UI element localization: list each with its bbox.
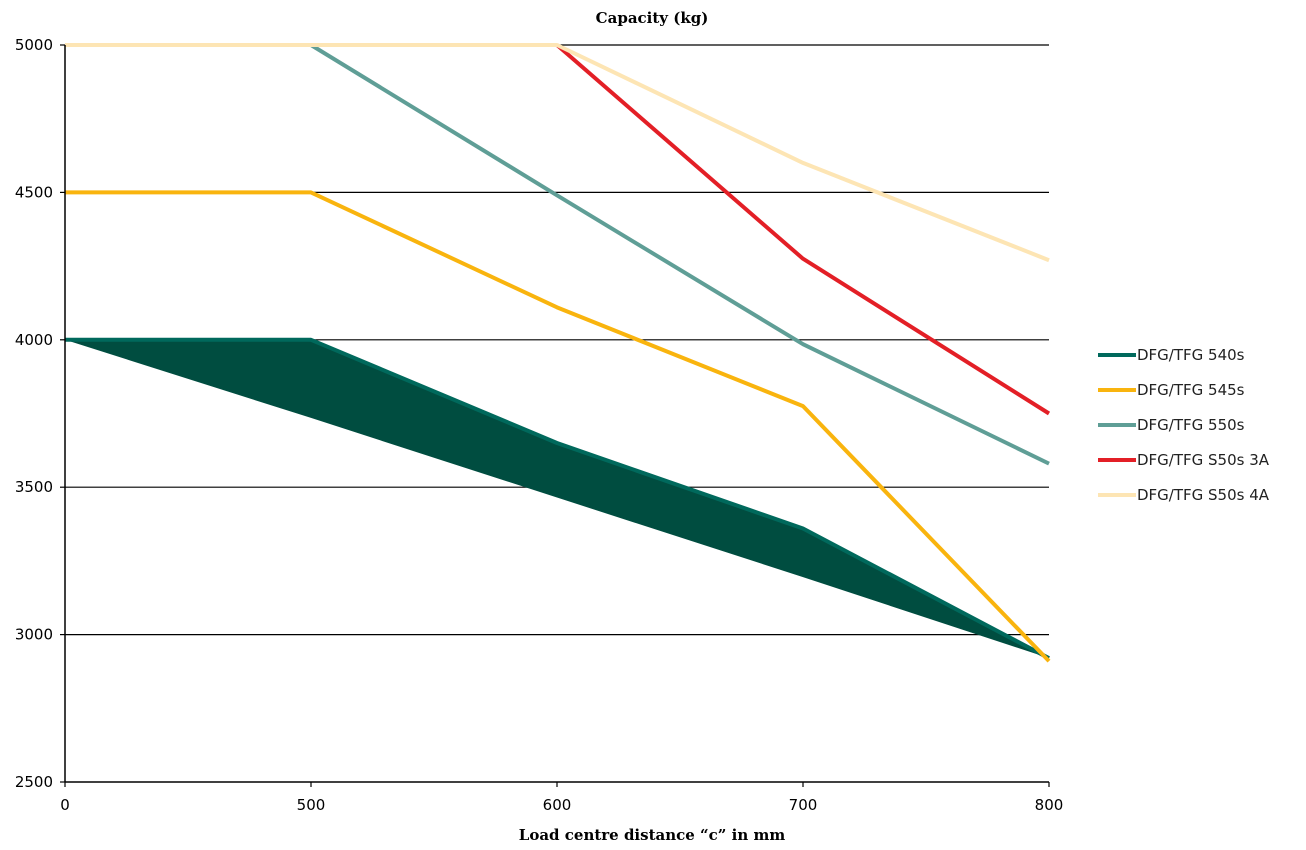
series-line-2 xyxy=(309,43,1050,466)
chart-title: Capacity (kg) xyxy=(596,9,709,27)
x-tick-label: 800 xyxy=(1035,796,1064,814)
x-tick-label: 700 xyxy=(789,796,818,814)
legend-label-4: DFG/TFG S50s 4A xyxy=(1137,486,1270,504)
series-line-3 xyxy=(555,43,1051,416)
legend-label-3: DFG/TFG S50s 3A xyxy=(1137,451,1270,469)
legend: DFG/TFG 540s DFG/TFG 545s DFG/TFG 550s DFG/… xyxy=(1098,346,1270,504)
x-tick-label: 500 xyxy=(297,796,326,814)
legend-label-2: DFG/TFG 550s xyxy=(1137,416,1245,434)
series-line-0 xyxy=(65,337,1050,660)
series-line-1 xyxy=(65,190,1051,663)
legend-label-0: DFG/TFG 540s xyxy=(1137,346,1245,364)
x-tick-label: 0 xyxy=(60,796,70,814)
y-tick-label: 2500 xyxy=(15,773,53,791)
axes xyxy=(60,44,1050,787)
x-tick-labels: 0 500 600 700 800 xyxy=(60,796,1063,814)
legend-label-1: DFG/TFG 545s xyxy=(1137,381,1245,399)
area-band xyxy=(65,339,1049,659)
y-tick-label: 3500 xyxy=(15,478,53,496)
series-lines xyxy=(65,43,1051,663)
y-tick-label: 4500 xyxy=(15,183,53,201)
band-0 xyxy=(65,339,1049,659)
y-tick-label: 3000 xyxy=(15,626,53,644)
x-axis-label: Load centre distance “c” in mm xyxy=(519,826,786,844)
y-tick-label: 5000 xyxy=(15,36,53,54)
y-tick-label: 4000 xyxy=(15,331,53,349)
series-line-4 xyxy=(65,43,1050,263)
y-tick-labels: 2500 3000 3500 4000 4500 5000 xyxy=(15,36,53,791)
x-tick-label: 600 xyxy=(543,796,572,814)
